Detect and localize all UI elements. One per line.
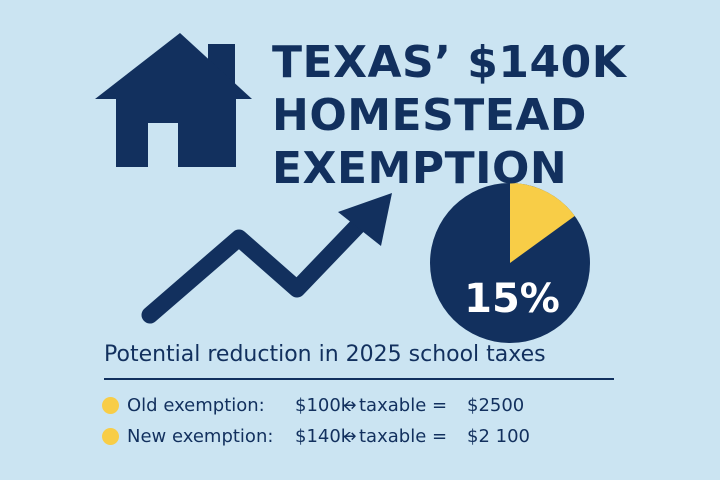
title-line-1: TEXAS’ $140K: [272, 37, 627, 88]
right-arrow-icon: →: [341, 394, 357, 416]
row-amount: $100k: [295, 394, 352, 416]
subtitle: Potential reduction in 2025 school taxes: [104, 342, 546, 367]
pie-highlight-slice: [510, 183, 575, 263]
row-amount: $140k: [295, 425, 352, 447]
row-label: Old exemption:: [127, 394, 265, 416]
pie-percent-label: 15%: [464, 276, 560, 322]
pie-chart: 15%: [430, 183, 590, 343]
right-arrow-icon: →: [341, 425, 357, 447]
row-value: $2 100: [467, 425, 530, 447]
title-line-2: HOMESTEAD: [272, 90, 587, 141]
title-line-3: EXEMPTION: [272, 143, 568, 194]
row-value: $2500: [467, 394, 525, 416]
list-item: New exemption: $140k → taxable = $2 100: [102, 422, 530, 450]
list-item: Old exemption: $100k → taxable = $2500: [102, 391, 524, 419]
bullet-dot-icon: [102, 396, 119, 414]
row-taxable-label: taxable =: [359, 394, 448, 416]
page-title: TEXAS’ $140K HOMESTEAD EXEMPTION: [272, 36, 712, 195]
trend-up-arrow-icon: [141, 193, 392, 324]
row-label: New exemption:: [127, 425, 274, 447]
divider-rule: [104, 378, 614, 380]
row-taxable-label: taxable =: [359, 425, 448, 447]
bullet-dot-icon: [102, 427, 119, 445]
house-icon: [95, 33, 252, 167]
